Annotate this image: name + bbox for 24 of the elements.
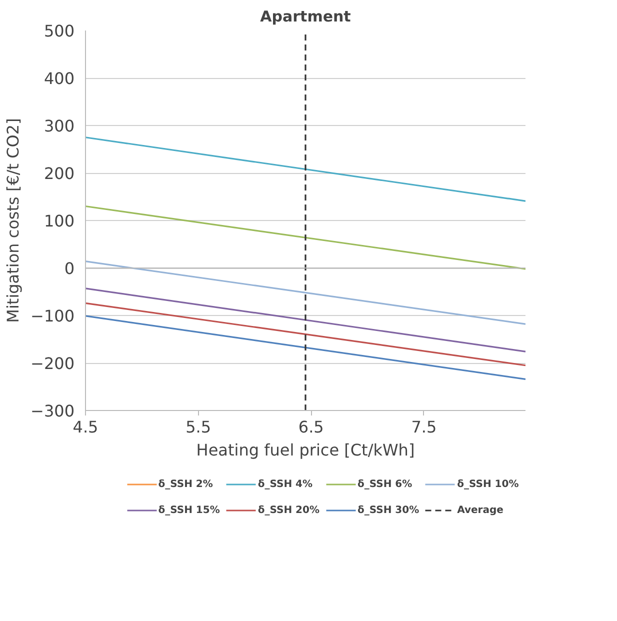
legend-label: δ_SSH 4% — [258, 478, 313, 490]
x-axis-title: Heating fuel price [Ct/kWh] — [196, 440, 415, 460]
y-tick-label: 300 — [44, 116, 75, 136]
legend-label: δ_SSH 20% — [258, 504, 320, 516]
y-tick-label: 200 — [44, 164, 75, 183]
y-tick-label: −100 — [30, 306, 75, 326]
y-tick-label: 400 — [44, 69, 75, 88]
x-tick-label: 6.5 — [298, 418, 324, 436]
legend-label: Average — [457, 504, 504, 516]
legend-label: δ_SSH 2% — [158, 478, 213, 490]
legend-label: δ_SSH 6% — [358, 478, 412, 490]
chart-title: Apartment — [260, 8, 351, 26]
legend-label: δ_SSH 10% — [457, 478, 519, 490]
x-tick-label: 7.5 — [411, 418, 437, 436]
y-tick-label: 100 — [44, 212, 75, 230]
y-tick-label: 0 — [64, 259, 75, 278]
legend-label: δ_SSH 15% — [158, 504, 220, 516]
y-tick-label: −200 — [30, 354, 75, 373]
y-tick-label: −300 — [30, 402, 75, 420]
y-tick-label: 500 — [44, 22, 75, 40]
x-tick-label: 5.5 — [186, 418, 212, 436]
y-axis-title: Mitigation costs [€/t CO2] — [4, 118, 23, 323]
x-tick-label: 4.5 — [72, 418, 98, 436]
legend-label: δ_SSH 30% — [358, 504, 420, 516]
